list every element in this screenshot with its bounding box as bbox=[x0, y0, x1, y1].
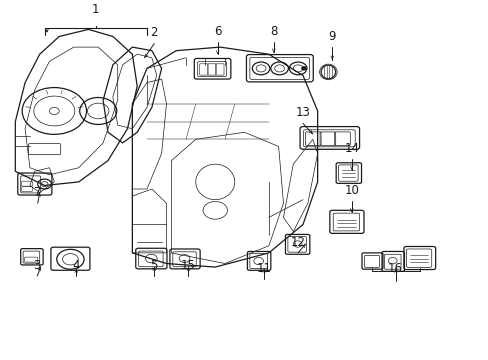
Text: 14: 14 bbox=[344, 141, 359, 154]
Text: 10: 10 bbox=[344, 184, 359, 197]
Text: 2: 2 bbox=[150, 26, 158, 39]
Text: 4: 4 bbox=[72, 259, 80, 272]
Text: 13: 13 bbox=[295, 106, 310, 119]
Text: 16: 16 bbox=[387, 262, 402, 275]
Text: 7: 7 bbox=[34, 186, 41, 199]
Text: 15: 15 bbox=[181, 259, 196, 272]
Text: 6: 6 bbox=[213, 24, 221, 37]
Text: 5: 5 bbox=[150, 259, 158, 272]
Text: 12: 12 bbox=[290, 236, 305, 249]
Circle shape bbox=[301, 67, 306, 70]
Text: 8: 8 bbox=[269, 24, 277, 37]
Text: 3: 3 bbox=[34, 259, 41, 272]
Text: 9: 9 bbox=[328, 30, 335, 43]
Text: 1: 1 bbox=[92, 3, 100, 16]
Text: 11: 11 bbox=[256, 262, 271, 275]
